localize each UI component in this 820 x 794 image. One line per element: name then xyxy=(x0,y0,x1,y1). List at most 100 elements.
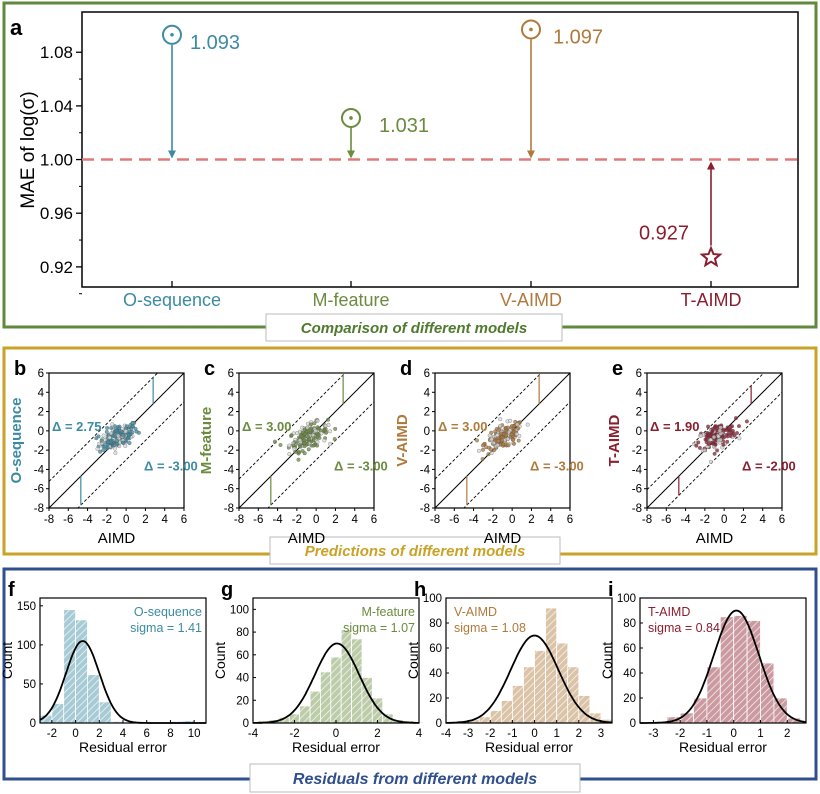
histogram-xtick-label: 2 xyxy=(96,728,102,740)
a-marker-dot xyxy=(170,33,174,37)
histogram-xlabel: Residual error xyxy=(292,739,380,755)
parity-xtick-label: 0 xyxy=(509,514,515,526)
histogram-xlabel: Residual error xyxy=(79,739,167,755)
parity-frame xyxy=(238,372,375,509)
panel-letter: c xyxy=(204,358,215,380)
parity-point xyxy=(295,431,300,435)
parity-point xyxy=(134,429,139,434)
parity-point xyxy=(737,436,742,441)
histogram-xtick-label: 0 xyxy=(72,728,78,740)
parity-point xyxy=(127,441,132,445)
parity-ytick-label: -6 xyxy=(632,484,642,496)
histogram-ytick-label: 20 xyxy=(236,695,249,707)
parity-xlabel: AIMD xyxy=(98,530,136,547)
parity-point xyxy=(316,426,321,431)
parity-xtick-label: -4 xyxy=(680,514,691,526)
parity-point xyxy=(495,443,500,448)
parity-ytick-label: 2 xyxy=(38,407,44,419)
parity-point xyxy=(313,428,318,433)
histogram-bar xyxy=(75,619,88,724)
a-ytick-label: 1.08 xyxy=(40,43,73,62)
parity-point xyxy=(496,438,501,443)
parity-frame xyxy=(434,372,571,509)
a-arrow-head xyxy=(707,161,715,170)
parity-ytick-label: 0 xyxy=(636,426,642,438)
parity-ytick-label: 4 xyxy=(228,387,235,399)
parity-xlabel: AIMD xyxy=(696,530,734,547)
histogram-xlabel: Residual error xyxy=(679,739,767,755)
parity-point xyxy=(489,451,494,455)
parity-point xyxy=(323,423,328,428)
parity-point xyxy=(713,424,718,429)
parity-point xyxy=(306,434,311,439)
histogram-ytick-label: 0 xyxy=(30,718,36,730)
histogram-bar xyxy=(534,650,547,724)
caption-bcde: Predictions of different models xyxy=(305,543,526,560)
parity-ytick-label: 2 xyxy=(636,407,642,419)
parity-band-lower-label: Δ = -3.00 xyxy=(530,459,584,474)
parity-point xyxy=(718,437,723,442)
parity-point xyxy=(508,418,513,423)
parity-point xyxy=(287,452,292,457)
histogram-bar xyxy=(512,685,524,724)
parity-point xyxy=(333,426,338,431)
parity-point xyxy=(505,436,510,441)
a-ytick-label: 0.92 xyxy=(40,258,73,277)
parity-xtick-label: -6 xyxy=(449,514,459,526)
parity-xtick-label: 4 xyxy=(760,514,767,526)
a-marker-dot xyxy=(349,116,353,120)
parity-xtick-label: -8 xyxy=(430,514,440,526)
parity-band-lower-label: Δ = -2.00 xyxy=(742,459,796,474)
parity-point xyxy=(296,457,301,462)
parity-ytick-label: -2 xyxy=(224,445,234,457)
panel-letter: h xyxy=(414,579,426,601)
panel-letter: e xyxy=(612,358,623,380)
parity-xtick-label: -8 xyxy=(642,514,652,526)
parity-point xyxy=(287,443,292,448)
parity-point xyxy=(710,429,715,434)
parity-band-upper xyxy=(239,373,346,480)
histogram-xtick-label: -2 xyxy=(289,728,299,740)
parity-point xyxy=(105,426,110,430)
parity-point xyxy=(127,429,132,434)
histogram-xtick-label: 6 xyxy=(144,728,150,740)
parity-point xyxy=(501,442,506,447)
parity-band-lower xyxy=(267,401,374,508)
parity-point xyxy=(113,450,118,455)
parity-point xyxy=(95,446,100,451)
a-arrow-head xyxy=(347,150,355,159)
histogram-bar xyxy=(478,716,491,724)
parity-point xyxy=(498,423,503,428)
parity-point xyxy=(506,443,511,448)
parity-ytick-label: 6 xyxy=(424,368,430,380)
parity-point xyxy=(481,447,485,452)
parity-xtick-label: 2 xyxy=(142,514,148,526)
parity-ytick-label: -8 xyxy=(34,503,44,515)
parity-point xyxy=(475,438,479,443)
histogram-bar xyxy=(87,674,100,724)
parity-ytick-label: -6 xyxy=(34,484,44,496)
parity-point xyxy=(509,424,514,429)
parity-ytick-label: 6 xyxy=(38,368,44,380)
histogram-ytick-label: 40 xyxy=(623,668,636,680)
histogram-ytick-label: 50 xyxy=(23,679,36,691)
parity-xtick-label: 2 xyxy=(740,514,746,526)
parity-point xyxy=(476,448,481,453)
parity-points xyxy=(94,420,141,455)
parity-point xyxy=(694,443,699,448)
parity-point xyxy=(299,434,304,439)
histogram-bar xyxy=(299,705,311,724)
parity-xtick-label: -2 xyxy=(292,514,302,526)
parity-point xyxy=(515,422,520,427)
parity-point xyxy=(498,417,503,422)
caption-a-box xyxy=(265,313,563,342)
parity-band-upper xyxy=(49,373,159,482)
parity-xtick-label: 4 xyxy=(352,514,359,526)
histogram-bar xyxy=(706,666,721,724)
parity-xtick-label: 6 xyxy=(779,514,785,526)
parity-point xyxy=(272,439,277,444)
histogram-ytick-label: 60 xyxy=(623,643,636,655)
parity-point xyxy=(516,438,521,443)
parity-xtick-label: -6 xyxy=(661,514,671,526)
parity-xtick-label: -8 xyxy=(234,514,244,526)
